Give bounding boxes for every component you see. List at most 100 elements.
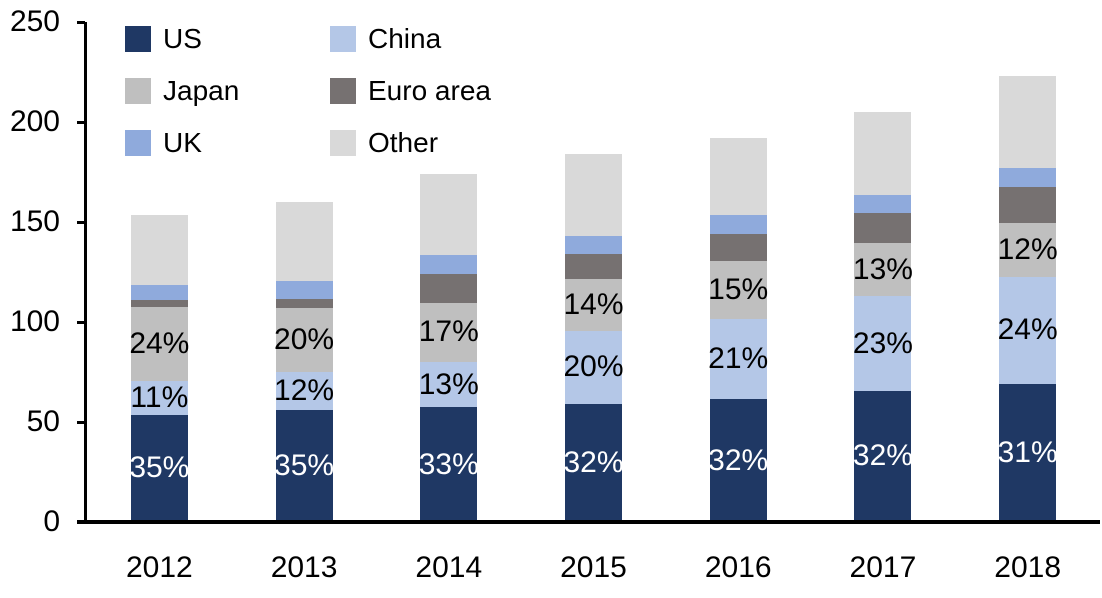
bar-segment-other [420, 174, 478, 256]
y-tick-mark [77, 220, 85, 224]
y-tick-label: 0 [43, 505, 60, 538]
bar-percent-label: 31% [997, 435, 1058, 469]
legend-label: China [368, 23, 442, 54]
x-axis-label: 2016 [704, 551, 772, 584]
legend-label: Euro area [368, 75, 491, 106]
x-axis-label: 2015 [560, 551, 627, 584]
legend-item-japan: Japan [125, 65, 330, 117]
bar-percent-label: 24% [129, 327, 190, 360]
legend-label: Japan [163, 75, 240, 106]
y-tick-label: 200 [9, 105, 60, 138]
legend-label: US [163, 23, 202, 54]
bar-percent-label: 32% [852, 439, 913, 473]
bar-segment-euro-area [275, 298, 333, 308]
legend-swatch-icon [330, 130, 356, 156]
bar-segment-euro-area [420, 273, 478, 303]
legend-item-uk: UK [125, 117, 330, 169]
legend-swatch-icon [125, 130, 151, 156]
bar-segment-uk [420, 255, 478, 274]
bar-segment-other [999, 76, 1057, 169]
bar-segment-uk [565, 235, 622, 255]
x-axis-label: 2018 [994, 551, 1062, 584]
bar-segment-china [565, 330, 622, 405]
bar-percent-label: 15% [708, 272, 769, 306]
bar-segment-uk [709, 215, 767, 234]
bar-percent-label: 35% [274, 449, 335, 482]
bar-segment-china [999, 276, 1057, 384]
bar-percent-label: 20% [274, 322, 335, 356]
bar-segment-us [709, 399, 767, 522]
bar-segment-uk [999, 168, 1057, 187]
legend-swatch-icon [330, 78, 356, 104]
legend-item-euro-area: Euro area [330, 65, 491, 117]
bar-segment-japan [999, 223, 1057, 277]
legend-item-us: US [125, 13, 330, 65]
bar-segment-japan [854, 243, 912, 297]
bar-percent-label: 14% [563, 287, 624, 321]
bar-percent-label: 13% [852, 252, 913, 286]
legend-item-china: China [330, 13, 491, 65]
bar-percent-label: 24% [997, 313, 1058, 347]
chart-legend: US China Japan Euro area UK Other [125, 13, 491, 169]
bar-percent-label: 32% [563, 446, 624, 480]
bar-segment-other [130, 215, 188, 285]
bar-segment-china [709, 318, 767, 400]
bar-segment-us [999, 383, 1057, 522]
legend-swatch-icon [330, 26, 356, 52]
y-tick-mark [77, 420, 85, 424]
y-axis-line [84, 22, 87, 522]
y-tick-label: 150 [9, 205, 60, 238]
bar-percent-label: 21% [708, 341, 769, 375]
bar-segment-china [420, 362, 478, 408]
x-axis-label: 2017 [849, 551, 917, 584]
bar-percent-label: 20% [563, 350, 624, 384]
bar-segment-us [854, 390, 912, 522]
bar-segment-japan [420, 302, 478, 362]
x-axis-label: 2014 [415, 551, 483, 584]
y-tick-label: 250 [9, 5, 60, 38]
bar-segment-other [854, 112, 912, 195]
bar-segment-us [565, 404, 622, 522]
x-axis-line [77, 520, 1100, 524]
bar-segment-uk [275, 280, 333, 299]
legend-swatch-icon [125, 26, 151, 52]
bar-segment-other [275, 202, 333, 281]
bar-percent-label: 11% [130, 380, 189, 414]
legend-label: Other [368, 127, 439, 158]
bar-segment-china [275, 371, 333, 410]
bar-percent-label: 12% [997, 233, 1058, 266]
bar-segment-us [130, 414, 188, 522]
bar-segment-other [709, 138, 767, 216]
y-tick-label: 50 [26, 405, 60, 438]
bar-segment-euro-area [130, 300, 188, 308]
bar-percent-label: 13% [418, 367, 479, 401]
bar-segment-china [854, 296, 912, 391]
bar-segment-euro-area [854, 212, 912, 243]
bar-segment-japan [709, 261, 767, 319]
bar-percent-label: 12% [274, 373, 335, 407]
x-axis-label: 2013 [270, 551, 338, 584]
bar-segment-euro-area [709, 233, 767, 261]
bar-segment-us [275, 410, 333, 522]
bar-percent-label: 17% [418, 315, 479, 349]
bar-segment-uk [854, 195, 912, 213]
y-tick-label: 100 [9, 305, 60, 338]
bar-segment-other [565, 154, 622, 236]
legend-swatch-icon [125, 78, 151, 104]
legend-item-other: Other [330, 117, 491, 169]
y-tick-mark [77, 20, 85, 24]
bar-segment-japan [275, 307, 333, 372]
x-axis-label: 2012 [125, 551, 193, 584]
bar-percent-label: 32% [708, 443, 769, 477]
y-tick-mark [77, 320, 85, 324]
bar-segment-euro-area [565, 254, 622, 279]
bar-segment-japan [130, 307, 188, 381]
bar-segment-euro-area [999, 186, 1057, 224]
bar-percent-label: 35% [129, 451, 190, 485]
bar-segment-us [420, 407, 478, 522]
legend-label: UK [163, 127, 202, 158]
bar-segment-uk [130, 284, 188, 301]
bar-percent-label: 33% [418, 447, 479, 481]
bar-segment-china [130, 380, 188, 415]
